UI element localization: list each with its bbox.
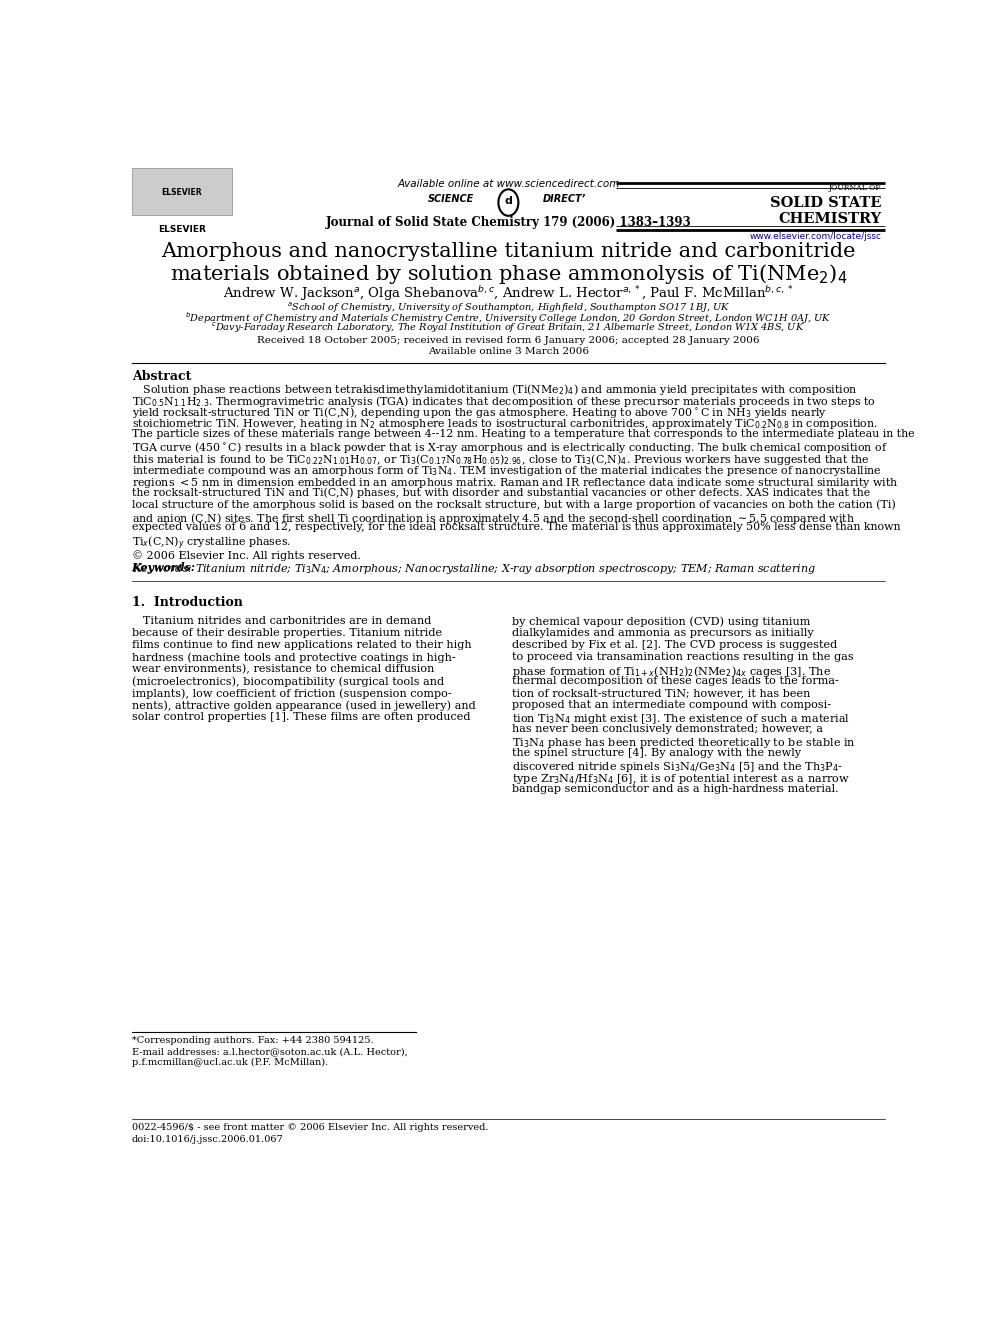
Text: $^c$Davy-Faraday Research Laboratory, The Royal Institution of Great Britain, 21: $^c$Davy-Faraday Research Laboratory, Th… (211, 320, 806, 335)
Text: intermediate compound was an amorphous form of Ti$_3$N$_4$. TEM investigation of: intermediate compound was an amorphous f… (132, 464, 882, 478)
Text: Solution phase reactions between tetrakisdimethylamidotitanium (Ti(NMe$_2$)$_4$): Solution phase reactions between tetraki… (132, 382, 857, 397)
Text: tion Ti$_3$N$_4$ might exist [3]. The existence of such a material: tion Ti$_3$N$_4$ might exist [3]. The ex… (512, 712, 850, 726)
Text: CHEMISTRY: CHEMISTRY (778, 212, 881, 226)
Text: discovered nitride spinels Si$_3$N$_4$/Ge$_3$N$_4$ [5] and the Th$_3$P$_4$-: discovered nitride spinels Si$_3$N$_4$/G… (512, 761, 843, 774)
Text: *Corresponding authors. Fax: +44 2380 594125.: *Corresponding authors. Fax: +44 2380 59… (132, 1036, 373, 1045)
Text: Received 18 October 2005; received in revised form 6 January 2006; accepted 28 J: Received 18 October 2005; received in re… (257, 336, 760, 345)
Text: solar control properties [1]. These films are often produced: solar control properties [1]. These film… (132, 712, 470, 722)
Bar (132, 168, 231, 214)
Text: yield rocksalt-structured TiN or Ti(C,N), depending upon the gas atmosphere. Hea: yield rocksalt-structured TiN or Ti(C,N)… (132, 405, 826, 421)
Text: has never been conclusively demonstrated; however, a: has never been conclusively demonstrated… (512, 725, 823, 734)
Text: DIRECT’: DIRECT’ (543, 194, 586, 205)
Text: hardness (machine tools and protective coatings in high-: hardness (machine tools and protective c… (132, 652, 455, 663)
Text: dialkylamides and ammonia as precursors as initially: dialkylamides and ammonia as precursors … (512, 628, 814, 638)
Text: Amorphous and nanocrystalline titanium nitride and carbonitride: Amorphous and nanocrystalline titanium n… (161, 242, 856, 262)
Text: SOLID STATE: SOLID STATE (770, 196, 881, 210)
Text: expected values of 6 and 12, respectively, for the ideal rocksalt structure. The: expected values of 6 and 12, respectivel… (132, 523, 900, 532)
Text: stoichiometric TiN. However, heating in N$_2$ atmosphere leads to isostructural : stoichiometric TiN. However, heating in … (132, 417, 878, 431)
Text: ELSEVIER: ELSEVIER (162, 188, 202, 197)
Text: this material is found to be TiC$_{0.22}$N$_{1.01}$H$_{0.07}$, or Ti$_3$(C$_{0.1: this material is found to be TiC$_{0.22}… (132, 452, 869, 467)
Text: Journal of Solid State Chemistry 179 (2006) 1383–1393: Journal of Solid State Chemistry 179 (20… (325, 216, 691, 229)
Text: regions $<$5 nm in dimension embedded in an amorphous matrix. Raman and IR refle: regions $<$5 nm in dimension embedded in… (132, 475, 898, 490)
Text: ELSEVIER: ELSEVIER (158, 225, 205, 234)
Text: by chemical vapour deposition (CVD) using titanium: by chemical vapour deposition (CVD) usin… (512, 617, 810, 627)
Text: local structure of the amorphous solid is based on the rocksalt structure, but w: local structure of the amorphous solid i… (132, 499, 896, 509)
Text: implants), low coefficient of friction (suspension compo-: implants), low coefficient of friction (… (132, 688, 451, 699)
Text: p.f.mcmillan@ucl.ac.uk (P.F. McMillan).: p.f.mcmillan@ucl.ac.uk (P.F. McMillan). (132, 1058, 328, 1068)
Text: TiC$_{0.5}$N$_{1.1}$H$_{2.3}$. Thermogravimetric analysis (TGA) indicates that d: TiC$_{0.5}$N$_{1.1}$H$_{2.3}$. Thermogra… (132, 393, 876, 409)
Text: nents), attractive golden appearance (used in jewellery) and: nents), attractive golden appearance (us… (132, 700, 475, 710)
Text: $^a$School of Chemistry, University of Southampton, Highfield, Southampton SO17 : $^a$School of Chemistry, University of S… (287, 300, 730, 315)
Text: and anion (C,N) sites. The first shell Ti coordination is approximately 4.5 and : and anion (C,N) sites. The first shell T… (132, 511, 854, 525)
Text: Available online 3 March 2006: Available online 3 March 2006 (428, 347, 589, 356)
Text: Titanium nitrides and carbonitrides are in demand: Titanium nitrides and carbonitrides are … (132, 617, 432, 626)
Text: tion of rocksalt-structured TiN; however, it has been: tion of rocksalt-structured TiN; however… (512, 688, 810, 699)
Text: Abstract: Abstract (132, 369, 191, 382)
Text: materials obtained by solution phase ammonolysis of Ti(NMe$_2$)$_4$: materials obtained by solution phase amm… (170, 262, 847, 286)
Text: $^b$Department of Chemistry and Materials Chemistry Centre, University College L: $^b$Department of Chemistry and Material… (186, 311, 831, 327)
Text: described by Fix et al. [2]. The CVD process is suggested: described by Fix et al. [2]. The CVD pro… (512, 640, 837, 650)
Text: phase formation of Ti$_{1+x}$(NH$_2$)$_2$(NMe$_2$)$_{4x}$ cages [3]. The: phase formation of Ti$_{1+x}$(NH$_2$)$_2… (512, 664, 831, 679)
Text: thermal decomposition of these cages leads to the forma-: thermal decomposition of these cages lea… (512, 676, 839, 687)
Text: SCIENCE: SCIENCE (428, 194, 474, 205)
Text: The particle sizes of these materials range between 4--12 nm. Heating to a tempe: The particle sizes of these materials ra… (132, 429, 915, 439)
Text: bandgap semiconductor and as a high-hardness material.: bandgap semiconductor and as a high-hard… (512, 785, 839, 794)
Text: the spinel structure [4]. By analogy with the newly: the spinel structure [4]. By analogy wit… (512, 749, 802, 758)
Text: type Zr$_3$N$_4$/Hf$_3$N$_4$ [6], it is of potential interest as a narrow: type Zr$_3$N$_4$/Hf$_3$N$_4$ [6], it is … (512, 773, 850, 786)
Text: E-mail addresses: a.l.hector@soton.ac.uk (A.L. Hector),: E-mail addresses: a.l.hector@soton.ac.uk… (132, 1046, 408, 1056)
Text: JOURNAL OF: JOURNAL OF (828, 184, 881, 192)
Text: because of their desirable properties. Titanium nitride: because of their desirable properties. T… (132, 628, 441, 638)
Text: the rocksalt-structured TiN and Ti(C,N) phases, but with disorder and substantia: the rocksalt-structured TiN and Ti(C,N) … (132, 487, 870, 497)
Text: 1.  Introduction: 1. Introduction (132, 595, 243, 609)
Text: www.elsevier.com/locate/jssc: www.elsevier.com/locate/jssc (749, 232, 881, 241)
Text: Keywords:: Keywords: (132, 562, 199, 573)
Text: d: d (505, 196, 512, 205)
Text: Keywords: Titanium nitride; Ti$_3$N$_4$; Amorphous; Nanocrystalline; X-ray absor: Keywords: Titanium nitride; Ti$_3$N$_4$;… (132, 562, 815, 577)
Text: Ti$_3$N$_4$ phase has been predicted theoretically to be stable in: Ti$_3$N$_4$ phase has been predicted the… (512, 737, 856, 750)
Text: (microelectronics), biocompatibility (surgical tools and: (microelectronics), biocompatibility (su… (132, 676, 443, 687)
Text: films continue to find new applications related to their high: films continue to find new applications … (132, 640, 471, 650)
Text: Andrew W. Jackson$^a$, Olga Shebanova$^{b,c}$, Andrew L. Hector$^{a,*}$, Paul F.: Andrew W. Jackson$^a$, Olga Shebanova$^{… (223, 284, 794, 303)
Text: doi:10.1016/j.jssc.2006.01.067: doi:10.1016/j.jssc.2006.01.067 (132, 1135, 284, 1143)
Text: wear environments), resistance to chemical diffusion: wear environments), resistance to chemic… (132, 664, 434, 675)
Text: to proceed via transamination reactions resulting in the gas: to proceed via transamination reactions … (512, 652, 854, 663)
Text: Ti$_x$(C,N)$_y$ crystalline phases.: Ti$_x$(C,N)$_y$ crystalline phases. (132, 534, 291, 552)
Text: 0022-4596/$ - see front matter © 2006 Elsevier Inc. All rights reserved.: 0022-4596/$ - see front matter © 2006 El… (132, 1123, 488, 1132)
Text: TGA curve (450$^\circ$C) results in a black powder that is X-ray amorphous and i: TGA curve (450$^\circ$C) results in a bl… (132, 441, 888, 455)
Text: proposed that an intermediate compound with composi-: proposed that an intermediate compound w… (512, 700, 831, 710)
Text: Available online at www.sciencedirect.com: Available online at www.sciencedirect.co… (397, 179, 620, 189)
Text: © 2006 Elsevier Inc. All rights reserved.: © 2006 Elsevier Inc. All rights reserved… (132, 550, 360, 561)
